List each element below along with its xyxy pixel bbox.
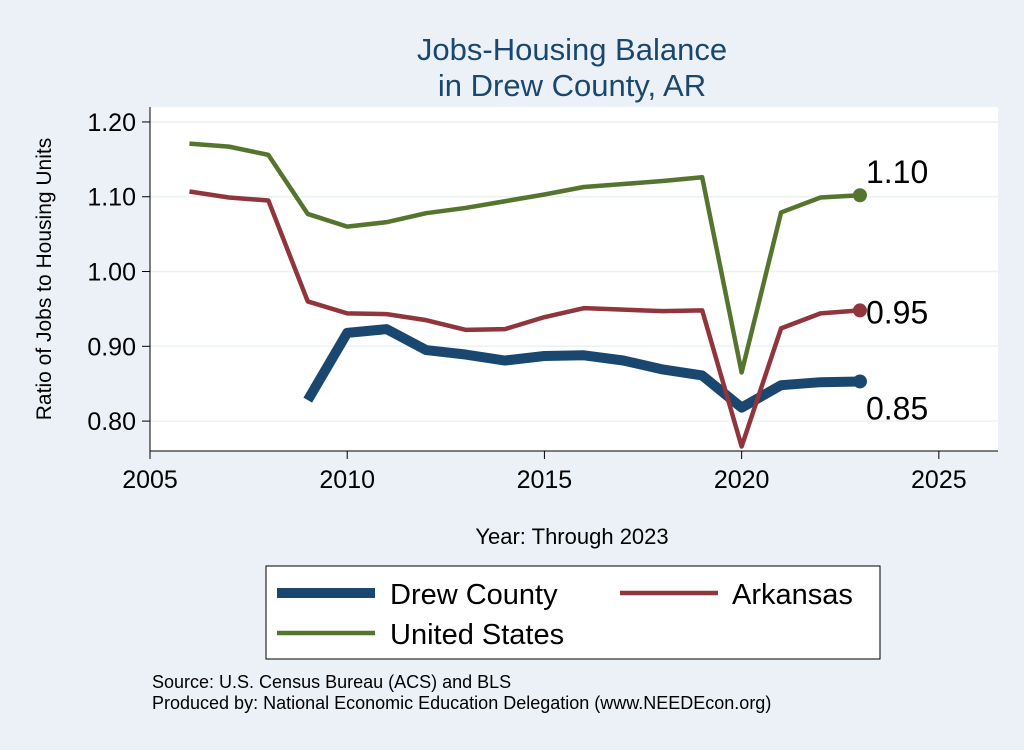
y-tick-label: 0.90 xyxy=(87,333,136,361)
y-tick-label: 1.20 xyxy=(87,109,136,137)
series-lines xyxy=(189,141,861,449)
end-marker-drew-county xyxy=(852,374,867,389)
series-line-arkansas xyxy=(189,189,861,449)
legend-label-drew-county: Drew County xyxy=(390,579,558,611)
chart-title-line-1: Jobs-Housing Balance xyxy=(417,32,727,67)
end-label-drew-county: 0.85 xyxy=(866,390,928,426)
producer-note: Produced by: National Economic Education… xyxy=(152,693,771,713)
legend-box xyxy=(265,565,881,660)
y-tick-label: 1.10 xyxy=(87,184,136,212)
end-label-arkansas: 0.95 xyxy=(866,294,928,330)
plot-area xyxy=(150,107,998,451)
legend: Drew County Arkansas United States xyxy=(265,565,881,660)
x-tick-label: 2020 xyxy=(714,466,770,494)
x-axis-label: Year: Through 2023 xyxy=(475,524,668,549)
series-line-united-states xyxy=(189,141,861,375)
y-ticks: 0.80 0.90 1.00 1.10 1.20 xyxy=(87,109,150,436)
end-label-united-states: 1.10 xyxy=(866,154,928,190)
x-tick-label: 2005 xyxy=(122,466,178,494)
source-note: Source: U.S. Census Bureau (ACS) and BLS xyxy=(152,672,511,692)
end-marker-united-states xyxy=(852,188,867,203)
series-line-drew-county xyxy=(303,324,861,413)
x-tick-label: 2010 xyxy=(319,466,375,494)
end-labels: 0.85 0.95 1.10 xyxy=(852,154,928,426)
chart-title-line-2: in Drew County, AR xyxy=(438,68,706,103)
y-tick-label: 0.80 xyxy=(87,408,136,436)
x-ticks: 2005 2010 2015 2020 2025 xyxy=(122,451,967,494)
end-marker-arkansas xyxy=(852,303,867,318)
x-tick-label: 2015 xyxy=(517,466,573,494)
y-axis-label: Ratio of Jobs to Housing Units xyxy=(33,138,56,420)
y-tick-label: 1.00 xyxy=(87,259,136,287)
legend-label-united-states: United States xyxy=(390,619,564,651)
x-tick-label: 2025 xyxy=(911,466,967,494)
legend-label-arkansas: Arkansas xyxy=(732,579,853,611)
